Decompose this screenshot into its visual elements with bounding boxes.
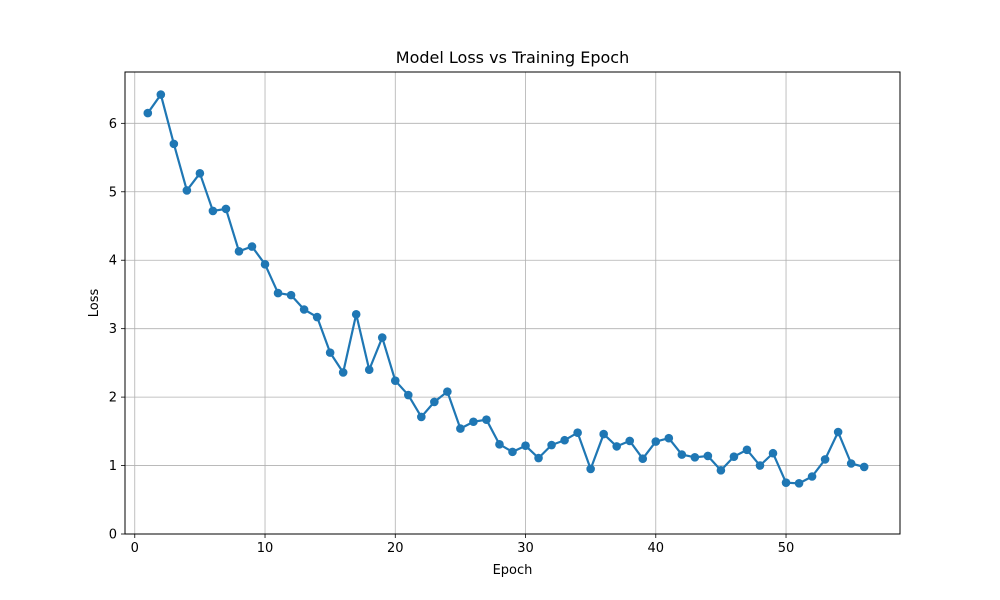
loss-data-point xyxy=(625,436,635,446)
loss-data-point xyxy=(859,462,869,472)
loss-data-point xyxy=(234,247,244,256)
x-tick-label: 20 xyxy=(387,541,404,556)
x-tick-label: 50 xyxy=(778,541,795,556)
loss-data-point xyxy=(325,348,335,357)
series xyxy=(143,90,869,488)
loss-data-point xyxy=(403,390,413,400)
loss-data-point xyxy=(742,445,752,455)
loss-data-point xyxy=(794,479,804,488)
loss-data-point xyxy=(195,168,205,178)
loss-data-point xyxy=(430,397,439,407)
y-tick-label: 2 xyxy=(109,391,117,406)
y-tick-label: 3 xyxy=(109,322,117,337)
x-tick-label: 30 xyxy=(517,541,534,556)
loss-data-point xyxy=(612,442,622,451)
loss-data-point xyxy=(482,415,491,424)
chart-title: Model Loss vs Training Epoch xyxy=(396,48,629,67)
loss-data-point xyxy=(299,305,309,314)
loss-data-point xyxy=(456,424,465,433)
loss-data-point xyxy=(651,437,661,446)
y-tick-label: 0 xyxy=(109,528,117,543)
loss-data-point xyxy=(208,206,218,216)
loss-data-point xyxy=(286,290,296,300)
y-tick-label: 1 xyxy=(109,459,117,474)
ticks: 0 10 20 30 40 50 0 1 2 3 4 5 6 xyxy=(109,117,795,556)
loss-data-point xyxy=(807,472,817,481)
loss-data-point xyxy=(521,441,530,451)
loss-data-point xyxy=(221,204,231,214)
loss-data-point xyxy=(273,288,283,298)
loss-data-point xyxy=(534,453,543,463)
y-tick-label: 4 xyxy=(109,254,117,269)
loss-data-point xyxy=(833,427,843,437)
loss-data-point xyxy=(573,428,582,438)
loss-data-point xyxy=(364,365,374,375)
loss-data-point xyxy=(247,242,257,251)
loss-data-point xyxy=(417,412,426,422)
loss-data-point xyxy=(390,376,400,385)
y-tick-label: 6 xyxy=(109,117,117,132)
loss-data-point xyxy=(560,435,569,445)
loss-data-point xyxy=(664,433,674,443)
loss-data-point xyxy=(495,440,504,449)
loss-data-point xyxy=(690,453,700,462)
plot-frame xyxy=(124,71,901,535)
y-axis-label: Loss xyxy=(87,289,102,318)
loss-data-point xyxy=(508,447,517,457)
loss-data-point xyxy=(182,186,192,195)
grid xyxy=(125,72,900,535)
loss-data-point xyxy=(260,260,270,269)
loss-data-point xyxy=(169,139,179,149)
loss-data-point xyxy=(638,454,648,464)
loss-data-point xyxy=(846,459,856,468)
loss-data-point xyxy=(312,312,322,322)
loss-data-point xyxy=(820,455,830,464)
loss-data-point xyxy=(377,333,387,342)
loss-data-point xyxy=(677,450,687,459)
loss-data-point xyxy=(469,417,478,427)
loss-data-point xyxy=(443,387,452,396)
x-tick-label: 0 xyxy=(131,541,139,556)
loss-data-point xyxy=(768,448,778,458)
loss-data-point xyxy=(351,309,361,319)
loss-data-point xyxy=(716,466,726,475)
loss-data-point xyxy=(781,478,791,487)
x-tick-label: 10 xyxy=(257,541,274,556)
loss-data-point xyxy=(338,368,348,377)
loss-data-point xyxy=(599,429,608,439)
x-axis-label: Epoch xyxy=(493,563,533,578)
loss-data-point xyxy=(703,451,713,461)
loss-data-point xyxy=(143,108,153,118)
loss-data-point xyxy=(729,452,739,461)
loss-data-point xyxy=(156,90,166,99)
loss-data-point xyxy=(755,461,765,470)
loss-data-point xyxy=(586,464,595,474)
loss-data-point xyxy=(547,440,556,450)
x-tick-label: 40 xyxy=(648,541,665,556)
y-tick-label: 5 xyxy=(109,185,117,200)
